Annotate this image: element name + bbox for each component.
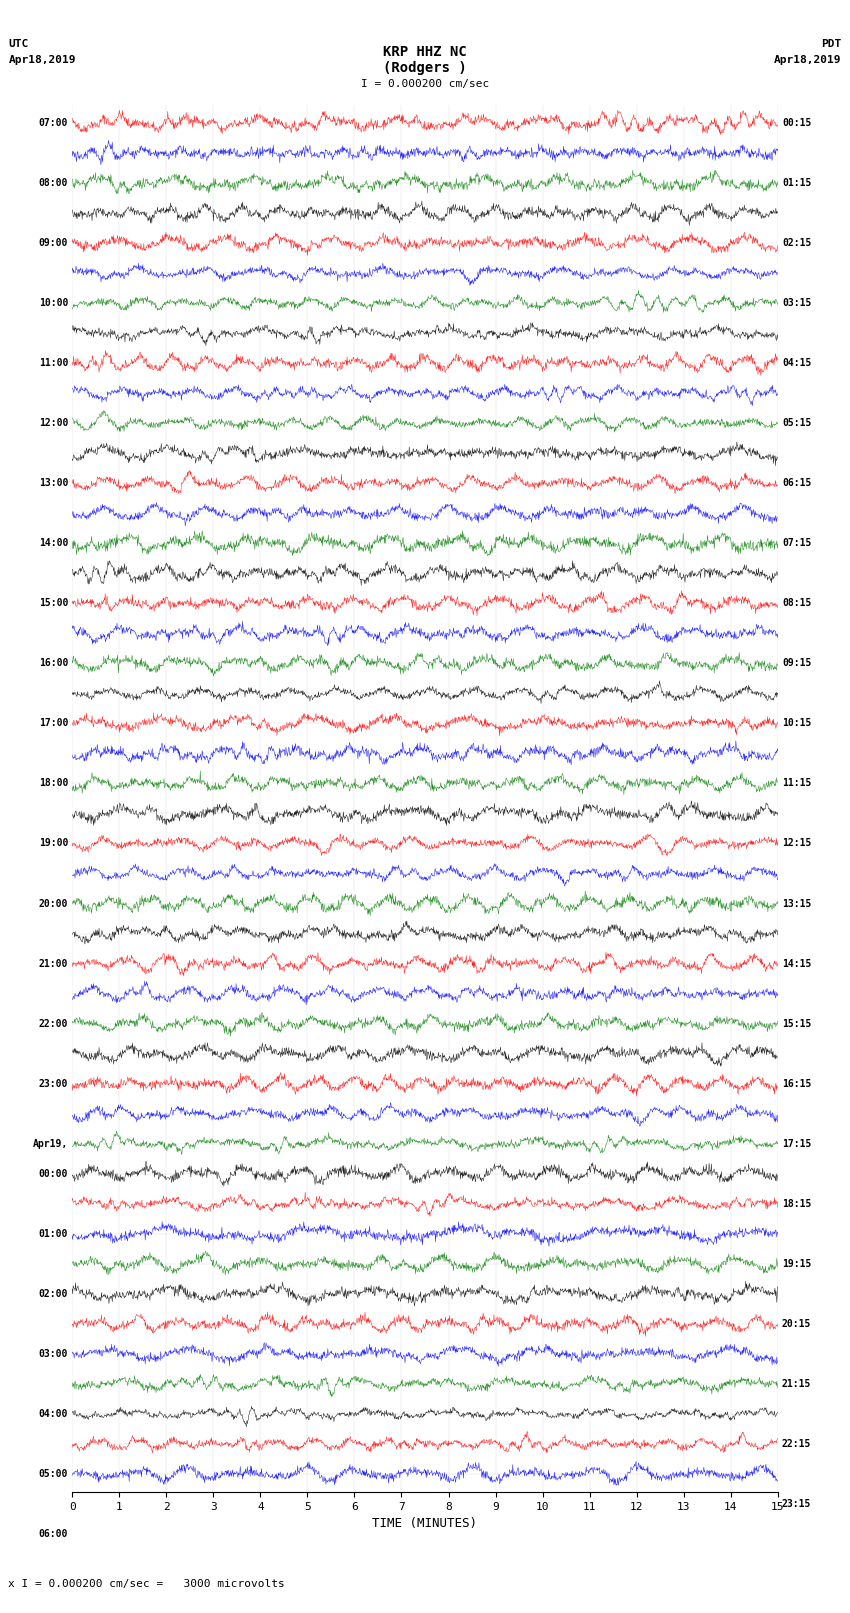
Text: 21:15: 21:15	[782, 1379, 812, 1389]
Text: 15:00: 15:00	[38, 598, 68, 608]
Text: 14:00: 14:00	[38, 539, 68, 548]
Text: 15:15: 15:15	[782, 1019, 812, 1029]
Text: 17:15: 17:15	[782, 1139, 812, 1148]
Text: x I = 0.000200 cm/sec =   3000 microvolts: x I = 0.000200 cm/sec = 3000 microvolts	[8, 1579, 286, 1589]
Text: KRP HHZ NC: KRP HHZ NC	[383, 45, 467, 58]
Text: 05:00: 05:00	[38, 1469, 68, 1479]
Text: 14:15: 14:15	[782, 958, 812, 968]
Text: 22:15: 22:15	[782, 1439, 812, 1448]
Text: 12:15: 12:15	[782, 839, 812, 848]
Text: 12:00: 12:00	[38, 418, 68, 427]
Text: 02:00: 02:00	[38, 1289, 68, 1298]
Text: 05:15: 05:15	[782, 418, 812, 427]
Text: 08:15: 08:15	[782, 598, 812, 608]
Text: 10:00: 10:00	[38, 298, 68, 308]
Text: 00:15: 00:15	[782, 118, 812, 127]
Text: 23:00: 23:00	[38, 1079, 68, 1089]
Text: Apr19,: Apr19,	[33, 1139, 68, 1148]
Text: 11:00: 11:00	[38, 358, 68, 368]
Text: 04:15: 04:15	[782, 358, 812, 368]
X-axis label: TIME (MINUTES): TIME (MINUTES)	[372, 1518, 478, 1531]
Text: 06:15: 06:15	[782, 477, 812, 489]
Text: 20:00: 20:00	[38, 898, 68, 908]
Text: 09:15: 09:15	[782, 658, 812, 668]
Text: Apr18,2019: Apr18,2019	[8, 55, 76, 65]
Text: 17:00: 17:00	[38, 718, 68, 729]
Text: 06:00: 06:00	[38, 1529, 68, 1539]
Text: 21:00: 21:00	[38, 958, 68, 968]
Text: 03:15: 03:15	[782, 298, 812, 308]
Text: 01:00: 01:00	[38, 1229, 68, 1239]
Text: 11:15: 11:15	[782, 779, 812, 789]
Text: 13:00: 13:00	[38, 477, 68, 489]
Text: 08:00: 08:00	[38, 177, 68, 187]
Text: (Rodgers ): (Rodgers )	[383, 61, 467, 74]
Text: 19:00: 19:00	[38, 839, 68, 848]
Text: 18:15: 18:15	[782, 1198, 812, 1208]
Text: PDT: PDT	[821, 39, 842, 48]
Text: 02:15: 02:15	[782, 239, 812, 248]
Text: 16:15: 16:15	[782, 1079, 812, 1089]
Text: 00:00: 00:00	[38, 1169, 68, 1179]
Text: 07:15: 07:15	[782, 539, 812, 548]
Text: 16:00: 16:00	[38, 658, 68, 668]
Text: 10:15: 10:15	[782, 718, 812, 729]
Text: 07:00: 07:00	[38, 118, 68, 127]
Text: 04:00: 04:00	[38, 1410, 68, 1419]
Text: I = 0.000200 cm/sec: I = 0.000200 cm/sec	[361, 79, 489, 89]
Text: 22:00: 22:00	[38, 1019, 68, 1029]
Text: 01:15: 01:15	[782, 177, 812, 187]
Text: 23:15: 23:15	[782, 1498, 812, 1510]
Text: 20:15: 20:15	[782, 1319, 812, 1329]
Text: 19:15: 19:15	[782, 1258, 812, 1269]
Text: 03:00: 03:00	[38, 1348, 68, 1358]
Text: UTC: UTC	[8, 39, 29, 48]
Text: Apr18,2019: Apr18,2019	[774, 55, 842, 65]
Text: 18:00: 18:00	[38, 779, 68, 789]
Text: 09:00: 09:00	[38, 239, 68, 248]
Text: 13:15: 13:15	[782, 898, 812, 908]
